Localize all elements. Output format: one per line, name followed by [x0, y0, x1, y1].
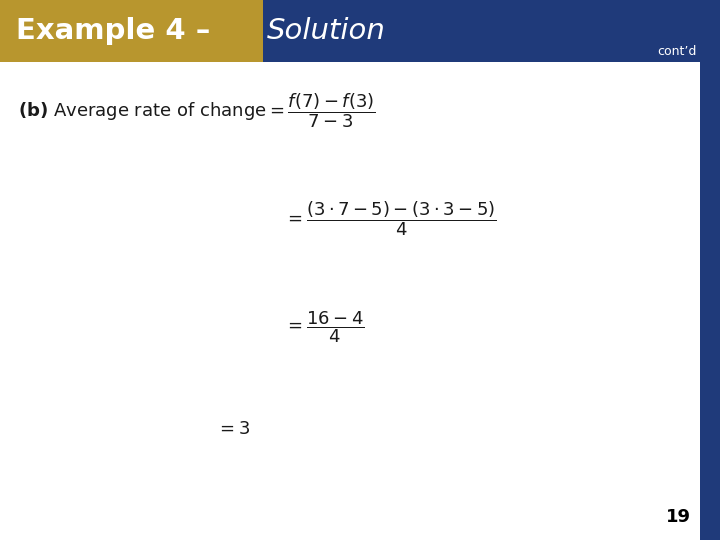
- Text: 19: 19: [666, 509, 691, 526]
- Text: $= 3$: $= 3$: [216, 420, 250, 438]
- Text: $= \dfrac{(3 \cdot 7 - 5) - (3 \cdot 3 - 5)}{4}$: $= \dfrac{(3 \cdot 7 - 5) - (3 \cdot 3 -…: [284, 199, 497, 238]
- Text: Solution: Solution: [266, 17, 385, 45]
- FancyBboxPatch shape: [700, 62, 720, 540]
- Text: cont’d: cont’d: [657, 45, 696, 58]
- Text: $\mathbf{(b)}\ \mathrm{Average\ rate\ of\ change} = \dfrac{f(7) - f(3)}{7 - 3}$: $\mathbf{(b)}\ \mathrm{Average\ rate\ of…: [18, 91, 376, 130]
- FancyBboxPatch shape: [263, 0, 720, 62]
- Text: Example 4 –: Example 4 –: [16, 17, 220, 45]
- Text: $= \dfrac{16 - 4}{4}$: $= \dfrac{16 - 4}{4}$: [284, 309, 365, 345]
- FancyBboxPatch shape: [0, 0, 263, 62]
